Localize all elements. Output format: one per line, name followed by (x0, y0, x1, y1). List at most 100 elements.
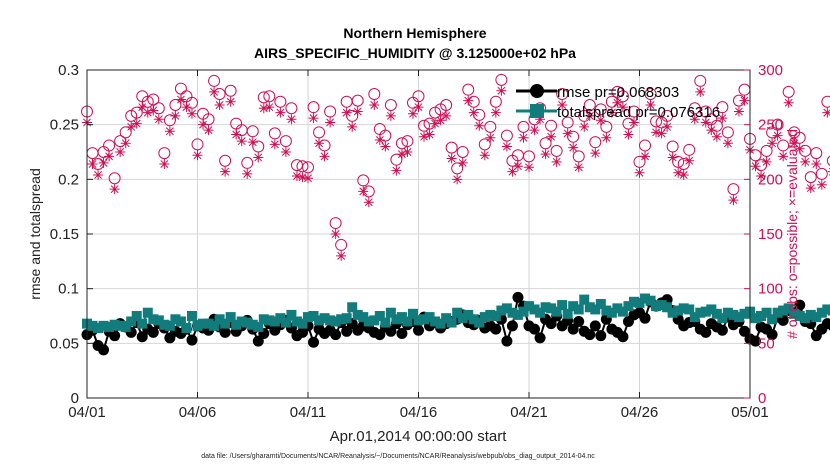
obs-evaluated-point (154, 114, 164, 124)
rmse-point (717, 325, 728, 336)
obs-evaluated-point (806, 183, 816, 193)
obs-evaluated-point (579, 122, 589, 132)
obs-evaluated-point (822, 108, 830, 118)
obs-evaluated-point (375, 135, 385, 145)
obs-evaluated-point (695, 87, 705, 97)
obs-evaluated-point (441, 111, 451, 121)
obs-evaluated-point (181, 102, 191, 112)
obs-evaluated-point (485, 133, 495, 143)
legend-spread-marker (530, 104, 544, 118)
y-tick-label-right: 100 (758, 281, 783, 298)
obs-evaluated-point (811, 159, 821, 169)
rmse-point (490, 324, 501, 335)
obs-evaluated-point (458, 158, 468, 168)
obs-evaluated-point (568, 143, 578, 153)
obs-evaluated-point (552, 157, 562, 167)
obs-evaluated-point (215, 100, 225, 110)
obs-evaluated-point (590, 148, 600, 158)
obs-evaluated-point (447, 154, 457, 164)
obs-evaluated-point (226, 97, 236, 107)
obs-evaluated-point (331, 229, 341, 239)
obs-evaluated-point (88, 159, 98, 169)
totalspread-point (380, 318, 390, 328)
obs-evaluated-point (723, 138, 733, 148)
obs-evaluated-point (530, 125, 540, 135)
obs-evaluated-point (480, 150, 490, 160)
x-tick-label: 04/16 (400, 404, 438, 421)
totalspread-point (574, 304, 584, 314)
legend-rmse-label: rmse pr=0.068303 (557, 84, 679, 101)
obs-evaluated-point (574, 162, 584, 172)
obs-evaluated-point (513, 161, 523, 171)
obs-evaluated-point (204, 125, 214, 135)
obs-evaluated-point (364, 197, 374, 207)
obs-evaluated-point (563, 128, 573, 138)
totalspread-point (447, 318, 457, 328)
obs-evaluated-point (436, 115, 446, 125)
obs-evaluated-point (414, 102, 424, 112)
totalspread-point (137, 319, 147, 329)
y-tick-label-left: 0.15 (50, 226, 79, 243)
obs-possible-point (783, 86, 794, 97)
obs-evaluated-point (110, 184, 120, 194)
rmse-point (413, 325, 424, 336)
rmse-point (308, 337, 319, 348)
y-tick-label-left: 0.3 (58, 62, 79, 79)
y-tick-label-left: 0 (71, 390, 79, 407)
obs-evaluated-point (425, 130, 435, 140)
obs-evaluated-point (231, 130, 241, 140)
obs-evaluated-point (463, 96, 473, 106)
obs-evaluated-point (491, 108, 501, 118)
y-tick-label-right: 0 (758, 390, 766, 407)
rmse-point (590, 320, 601, 331)
obs-evaluated-point (386, 111, 396, 121)
obs-evaluated-point (176, 95, 186, 105)
rmse-point (501, 336, 512, 347)
y-tick-label-left: 0.05 (50, 335, 79, 352)
obs-evaluated-point (546, 132, 556, 142)
obs-evaluated-point (220, 167, 230, 177)
obs-evaluated-point (817, 180, 827, 190)
obs-evaluated-point (275, 108, 285, 118)
x-tick-label: 04/06 (179, 404, 217, 421)
rmse-point (595, 330, 606, 341)
obs-possible-point (811, 148, 822, 159)
x-tick-label: 04/26 (621, 404, 659, 421)
y-tick-label-right: 200 (758, 171, 783, 188)
obs-evaluated-point (286, 114, 296, 124)
obs-evaluated-point (187, 109, 197, 119)
obs-evaluated-point (712, 132, 722, 142)
obs-evaluated-point (159, 159, 169, 169)
obs-evaluated-point (309, 113, 319, 123)
y-tick-label-right: 150 (758, 226, 783, 243)
obs-evaluated-point (541, 149, 551, 159)
obs-evaluated-point (767, 138, 777, 148)
chart-title-line-1: Northern Hemisphere (343, 25, 486, 41)
obs-evaluated-point (728, 195, 738, 205)
obs-evaluated-point (640, 151, 650, 161)
obs-evaluated-point (496, 86, 506, 96)
obs-evaluated-point (518, 133, 528, 143)
rmse-point (573, 316, 584, 327)
y-tick-label-left: 0.1 (58, 281, 79, 298)
obs-evaluated-point (99, 158, 109, 168)
rmse-point (98, 344, 109, 355)
obs-evaluated-point (303, 173, 313, 183)
obs-evaluated-point (635, 168, 645, 178)
obs-evaluated-point (242, 169, 252, 179)
obs-evaluated-point (524, 162, 534, 172)
obs-evaluated-point (469, 108, 479, 118)
obs-evaluated-point (668, 152, 678, 162)
obs-possible-point (805, 172, 816, 183)
obs-evaluated-point (253, 152, 263, 162)
obs-evaluated-point (320, 151, 330, 161)
obs-evaluated-point (353, 107, 363, 117)
obs-evaluated-point (115, 147, 125, 157)
y-tick-label-left: 0.2 (58, 171, 79, 188)
rmse-point (507, 320, 518, 331)
rmse-point (186, 335, 197, 346)
obs-evaluated-point (739, 96, 749, 106)
totalspread-point (342, 313, 352, 323)
obs-evaluated-point (121, 138, 131, 148)
